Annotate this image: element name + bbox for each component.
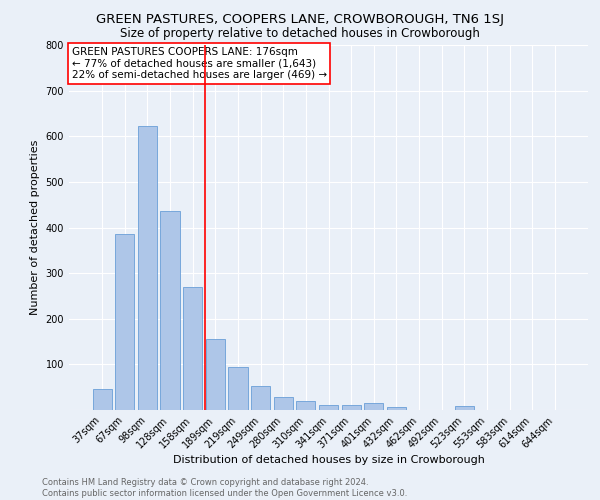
- Text: GREEN PASTURES COOPERS LANE: 176sqm
← 77% of detached houses are smaller (1,643): GREEN PASTURES COOPERS LANE: 176sqm ← 77…: [71, 47, 327, 80]
- Bar: [115, 234, 134, 410]
- Y-axis label: Number of detached properties: Number of detached properties: [30, 140, 40, 315]
- Bar: [274, 397, 293, 410]
- Text: Size of property relative to detached houses in Crowborough: Size of property relative to detached ho…: [120, 28, 480, 40]
- Bar: [183, 287, 202, 410]
- Bar: [160, 210, 180, 410]
- Text: GREEN PASTURES, COOPERS LANE, CROWBOROUGH, TN6 1SJ: GREEN PASTURES, COOPERS LANE, CROWBOROUG…: [96, 12, 504, 26]
- Bar: [251, 386, 270, 410]
- Text: Contains HM Land Registry data © Crown copyright and database right 2024.
Contai: Contains HM Land Registry data © Crown c…: [42, 478, 407, 498]
- Bar: [319, 404, 338, 410]
- Bar: [206, 340, 225, 410]
- Bar: [364, 403, 383, 410]
- Bar: [455, 406, 474, 410]
- Bar: [387, 407, 406, 410]
- Bar: [296, 401, 316, 410]
- Bar: [92, 388, 112, 410]
- Bar: [229, 366, 248, 410]
- X-axis label: Distribution of detached houses by size in Crowborough: Distribution of detached houses by size …: [173, 456, 484, 466]
- Bar: [341, 404, 361, 410]
- Bar: [138, 126, 157, 410]
